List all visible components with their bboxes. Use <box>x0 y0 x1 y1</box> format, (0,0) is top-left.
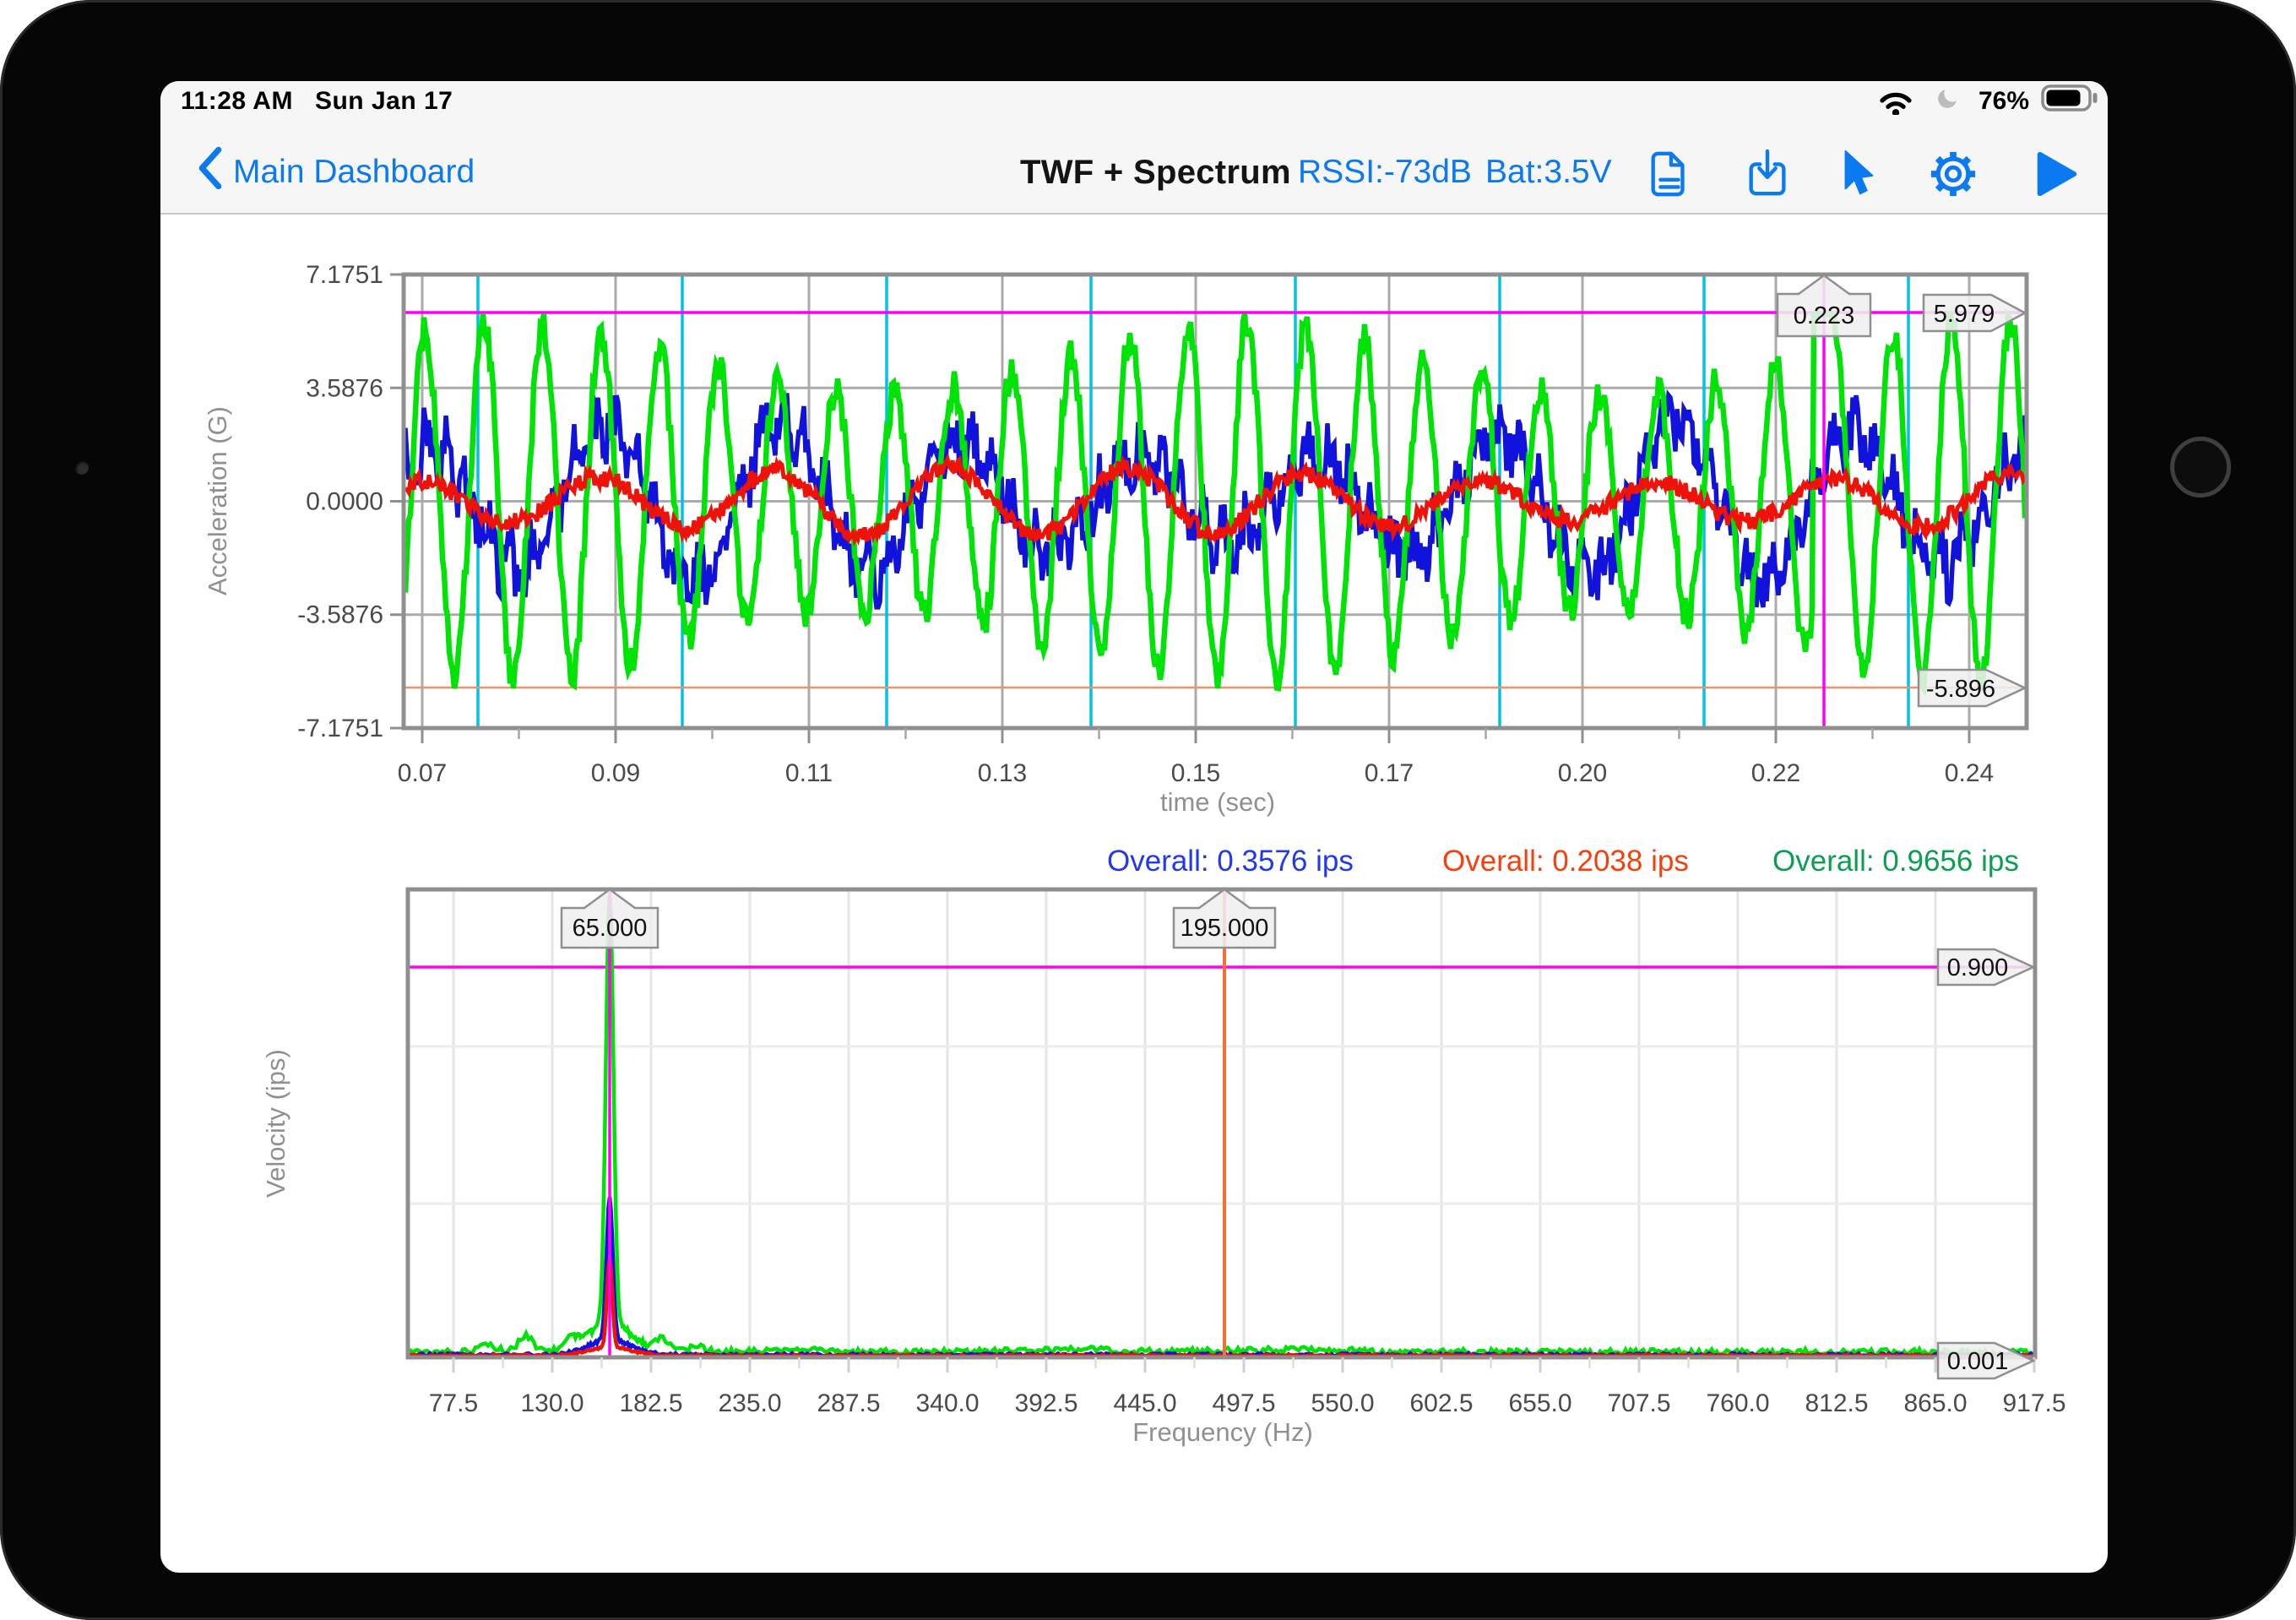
svg-text:445.0: 445.0 <box>1113 1389 1176 1417</box>
svg-text:0.13: 0.13 <box>978 759 1027 787</box>
spectrum-lower-threshold-tag[interactable]: 0.001 <box>1936 1341 2037 1380</box>
navbar-divider <box>160 213 2108 215</box>
spectrum-chart: 77.5 130.0 182.5 235.0 287.5 340.0 392.5 445.0 4… <box>405 887 2066 1417</box>
svg-text:-7.1751: -7.1751 <box>297 715 383 742</box>
home-button[interactable] <box>2170 437 2231 497</box>
status-bar-right: 76% <box>1874 84 2100 118</box>
svg-text:287.5: 287.5 <box>817 1389 880 1417</box>
spectrum-upper-threshold-tag[interactable]: 0.900 <box>1936 948 2037 987</box>
front-camera-icon <box>74 460 89 475</box>
twf-max-tag[interactable]: 5.979 <box>1922 293 2027 333</box>
back-label: Main Dashboard <box>233 154 475 190</box>
svg-text:235.0: 235.0 <box>718 1389 781 1417</box>
svg-text:0.09: 0.09 <box>591 759 640 787</box>
page-title: TWF + Spectrum <box>1020 153 1291 191</box>
svg-text:340.0: 340.0 <box>915 1389 979 1417</box>
svg-text:0.15: 0.15 <box>1171 759 1220 787</box>
twf-xaxis-title: time (sec) <box>1160 787 1275 817</box>
svg-text:130.0: 130.0 <box>520 1389 583 1417</box>
twf-trace-green <box>404 308 2027 697</box>
spectrum-xaxis-title: Frequency (Hz) <box>1132 1417 1313 1447</box>
spectrum-second-callout[interactable]: 195.000 <box>1172 888 1277 949</box>
twf-min-tag[interactable]: -5.896 <box>1917 668 2027 708</box>
svg-text:760.0: 760.0 <box>1706 1389 1769 1417</box>
twf-traces <box>404 308 2027 697</box>
svg-text:0.17: 0.17 <box>1365 759 1414 787</box>
play-icon[interactable] <box>2032 149 2081 198</box>
svg-text:3.5876: 3.5876 <box>306 374 383 402</box>
twf-cursor-callout[interactable]: 0.223 <box>1776 274 1872 338</box>
svg-text:0.20: 0.20 <box>1558 759 1607 787</box>
wifi-icon <box>1874 81 1918 122</box>
spectrum-trace-red <box>409 1258 2034 1357</box>
twf-trace-red <box>404 452 2027 546</box>
date-text: Sun Jan 17 <box>314 87 453 115</box>
spectrum-second-cursor-value: 195.000 <box>1181 915 1269 942</box>
rssi-readout: RSSI:-73dB <box>1298 154 1472 190</box>
svg-text:497.5: 497.5 <box>1212 1389 1275 1417</box>
overall-value-red: Overall: 0.2038 ips <box>1442 845 1689 878</box>
svg-text:0.11: 0.11 <box>785 759 833 787</box>
svg-text:917.5: 917.5 <box>2002 1389 2065 1417</box>
svg-text:707.5: 707.5 <box>1607 1389 1670 1417</box>
clock-text: 11:28 AM <box>181 87 293 115</box>
svg-text:0.07: 0.07 <box>398 759 447 787</box>
download-icon[interactable] <box>1743 149 1792 198</box>
svg-text:0.0000: 0.0000 <box>306 488 383 516</box>
twf-axis: 0.07 0.09 0.11 0.13 0.15 0.17 0.20 0.22 0.24 7.17… <box>297 261 1994 787</box>
overall-value-blue: Overall: 0.3576 ips <box>1107 845 1354 878</box>
overall-value-green: Overall: 0.9656 ips <box>1772 845 2019 878</box>
spectrum-yaxis-title: Velocity (ips) <box>261 1049 290 1198</box>
twf-cursor-value: 0.223 <box>1794 302 1855 329</box>
twf-yaxis-title: Acceleration (G) <box>203 406 232 595</box>
status-bar-left: 11:28 AM Sun Jan 17 <box>181 84 453 118</box>
svg-text:77.5: 77.5 <box>429 1389 478 1417</box>
spectrum-frame <box>405 887 2038 1360</box>
svg-text:7.1751: 7.1751 <box>306 261 383 289</box>
twf-min-value: -5.896 <box>1926 676 1995 703</box>
svg-text:0.22: 0.22 <box>1751 759 1800 787</box>
battery-percent-text: 76% <box>1978 87 2029 115</box>
twf-chart: 0.07 0.09 0.11 0.13 0.15 0.17 0.20 0.22 0.24 7.17… <box>297 261 2029 787</box>
chevron-left-icon <box>196 146 225 198</box>
battery-icon <box>2041 81 2100 122</box>
svg-text:-3.5876: -3.5876 <box>297 601 383 629</box>
moon-icon <box>1930 79 1967 123</box>
svg-text:655.0: 655.0 <box>1508 1389 1571 1417</box>
spectrum-axis: 77.5 130.0 182.5 235.0 287.5 340.0 392.5 445.0 4… <box>429 1357 2066 1417</box>
svg-text:392.5: 392.5 <box>1014 1389 1077 1417</box>
document-icon[interactable] <box>1645 149 1694 198</box>
sensor-battery-readout: Bat:3.5V <box>1485 154 1612 190</box>
spectrum-upper-threshold-value: 0.900 <box>1947 954 2009 981</box>
svg-text:550.0: 550.0 <box>1311 1389 1374 1417</box>
back-button[interactable]: Main Dashboard <box>196 145 475 199</box>
svg-text:602.5: 602.5 <box>1409 1389 1473 1417</box>
svg-text:812.5: 812.5 <box>1805 1389 1868 1417</box>
pointer-icon[interactable] <box>1834 149 1883 198</box>
svg-text:0.24: 0.24 <box>1945 759 1994 787</box>
svg-text:182.5: 182.5 <box>619 1389 682 1417</box>
spectrum-lower-threshold-value: 0.001 <box>1947 1348 2009 1375</box>
svg-text:865.0: 865.0 <box>1903 1389 1967 1417</box>
spectrum-peak-callout[interactable]: 65.000 <box>560 888 659 949</box>
settings-icon[interactable] <box>1929 149 1978 198</box>
twf-max-value: 5.979 <box>1934 301 1995 328</box>
spectrum-peak-cursor-value: 65.000 <box>573 915 648 942</box>
